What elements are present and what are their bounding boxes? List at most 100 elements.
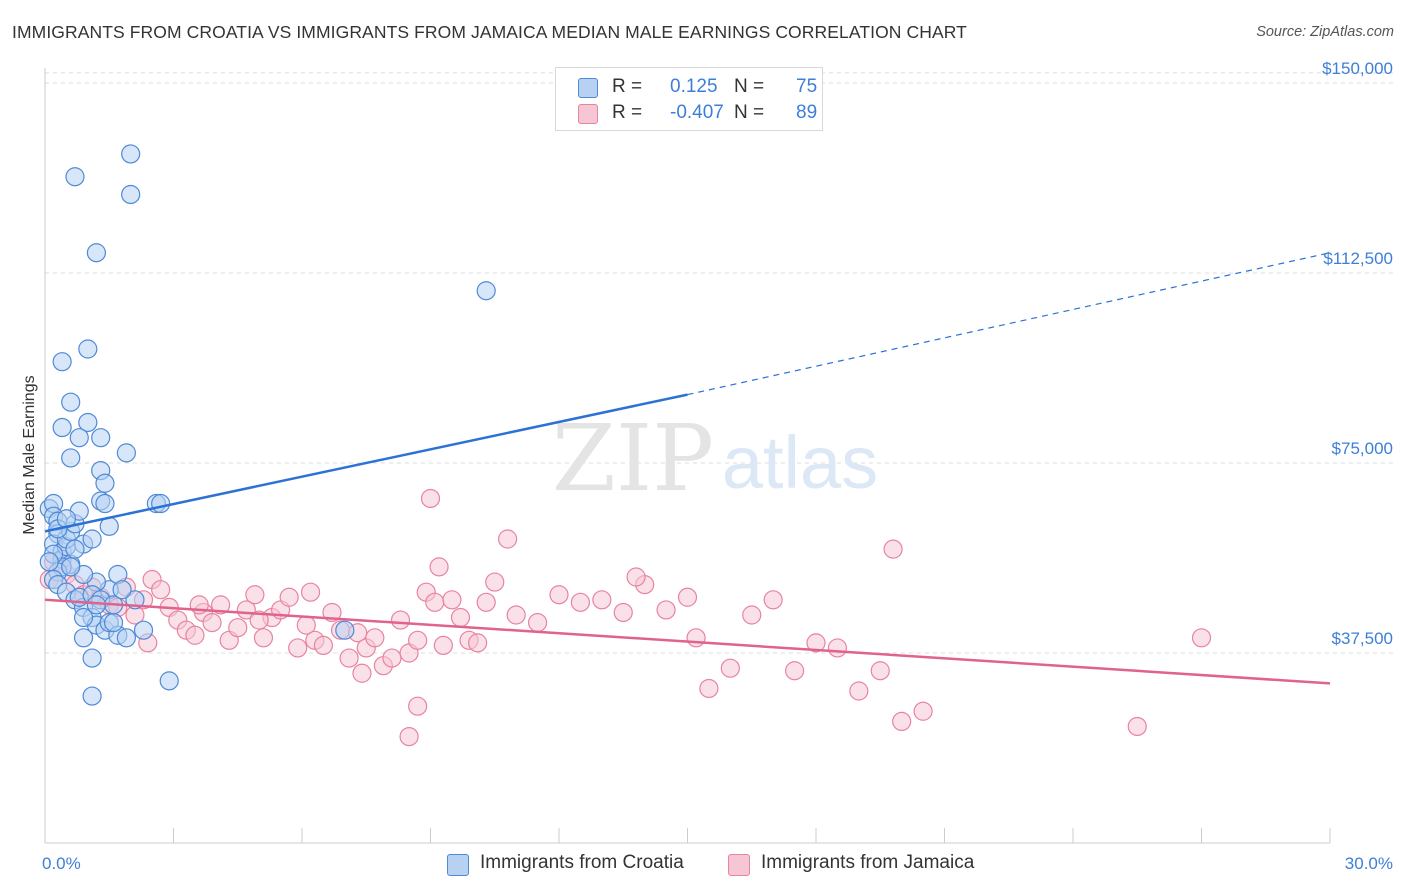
- croatia-point: [82, 686, 102, 706]
- jamaica-point: [1127, 716, 1147, 737]
- jamaica-legend-swatch: [728, 854, 750, 876]
- jamaica-point: [1191, 628, 1212, 648]
- croatia-point: [121, 184, 141, 205]
- croatia-point: [65, 539, 85, 559]
- jamaica-point: [468, 633, 488, 653]
- croatia-point: [103, 612, 124, 633]
- croatia-point: [116, 443, 136, 463]
- jamaica-point: [870, 661, 890, 681]
- axes: [44, 68, 1331, 844]
- watermark-zip: ZIP: [552, 405, 714, 512]
- jamaica-point: [450, 607, 471, 628]
- jamaica-point: [253, 628, 274, 648]
- jamaica-point: [352, 663, 372, 683]
- croatia-point: [159, 671, 179, 691]
- jamaica-point: [849, 681, 869, 701]
- jamaica-point: [185, 625, 205, 645]
- jamaica-point: [827, 638, 848, 658]
- jamaica-point: [228, 618, 248, 638]
- jamaica-point: [892, 711, 912, 732]
- n-value: 89: [796, 102, 818, 123]
- jamaica-point: [699, 678, 719, 699]
- croatia-point: [78, 412, 98, 433]
- tick-labels: $37,500 $75,000 $112,500 $150,000 0.0% 30.0%: [42, 59, 1393, 873]
- chart-title: IMMIGRANTS FROM CROATIA VS IMMIGRANTS FR…: [12, 22, 967, 42]
- croatia-legend-label: Immigrants from Croatia: [480, 852, 684, 873]
- jamaica-point: [592, 590, 612, 610]
- jamaica-point: [408, 630, 428, 650]
- croatia-point: [52, 352, 72, 372]
- jamaica-swatch: [578, 104, 598, 124]
- croatia-point: [82, 648, 102, 668]
- gridlines: [45, 72, 1395, 654]
- jamaica-point: [570, 592, 591, 612]
- x-tick-label: 0.0%: [42, 854, 81, 873]
- croatia-point: [65, 167, 85, 187]
- r-label: R =: [612, 76, 643, 97]
- croatia-point: [133, 620, 154, 640]
- jamaica-point: [506, 605, 526, 625]
- n-label: N =: [734, 102, 765, 123]
- croatia-point: [52, 417, 72, 438]
- jamaica-point: [425, 592, 445, 612]
- jamaica-point: [339, 648, 359, 668]
- croatia-point: [86, 243, 107, 263]
- croatia-point: [39, 552, 59, 572]
- jamaica-point: [420, 488, 441, 509]
- jamaica-point: [313, 635, 334, 656]
- jamaica-point: [686, 628, 706, 648]
- jamaica-point: [288, 638, 308, 658]
- jamaica-point: [498, 529, 518, 549]
- trend-lines: [44, 252, 1331, 685]
- croatia-point: [61, 557, 81, 577]
- n-value: 75: [796, 76, 818, 97]
- y-tick-label: $112,500: [1323, 249, 1393, 268]
- croatia-point: [151, 493, 171, 514]
- jamaica-point: [300, 582, 321, 602]
- croatia-point: [476, 281, 496, 301]
- watermark-atlas: atlas: [722, 421, 878, 504]
- croatia-point: [61, 448, 81, 468]
- jamaica-point: [476, 592, 496, 612]
- jamaica-point: [677, 587, 698, 607]
- croatia-legend-swatch: [447, 854, 469, 876]
- jamaica-point: [365, 628, 385, 648]
- croatia-trend-line: [44, 393, 688, 533]
- jamaica-point: [913, 701, 933, 721]
- jamaica-point: [784, 661, 805, 681]
- jamaica-point: [742, 605, 762, 625]
- y-tick-label: $150,000: [1322, 59, 1393, 78]
- jamaica-point: [279, 587, 299, 607]
- croatia-point: [335, 620, 355, 640]
- croatia-point: [95, 473, 115, 493]
- croatia-point: [82, 529, 102, 549]
- croatia-point: [86, 595, 107, 615]
- source-label: Source: ZipAtlas.com: [1256, 24, 1394, 40]
- jamaica-point: [429, 557, 449, 577]
- croatia-point: [73, 607, 94, 628]
- jamaica-point: [613, 602, 633, 623]
- n-label: N =: [734, 76, 765, 97]
- r-value: -0.407: [670, 102, 724, 123]
- jamaica-point: [549, 585, 569, 605]
- croatia-point: [116, 628, 136, 648]
- jamaica-point: [527, 612, 548, 633]
- jamaica-point: [382, 648, 402, 668]
- y-tick-label: $37,500: [1332, 629, 1393, 648]
- jamaica-point: [883, 539, 903, 559]
- jamaica-point: [763, 590, 783, 610]
- r-value: 0.125: [670, 76, 718, 97]
- x-tick-label: 30.0%: [1345, 854, 1393, 873]
- jamaica-point: [211, 595, 231, 615]
- jamaica-trend-line: [44, 598, 1331, 685]
- croatia-point: [95, 493, 115, 514]
- r-label: R =: [612, 102, 643, 123]
- jamaica-points: [39, 488, 1212, 747]
- croatia-points: [39, 144, 496, 706]
- jamaica-point: [390, 610, 411, 630]
- croatia-point: [61, 392, 81, 412]
- jamaica-point: [249, 610, 269, 630]
- jamaica-point: [656, 600, 676, 620]
- jamaica-point: [245, 585, 265, 605]
